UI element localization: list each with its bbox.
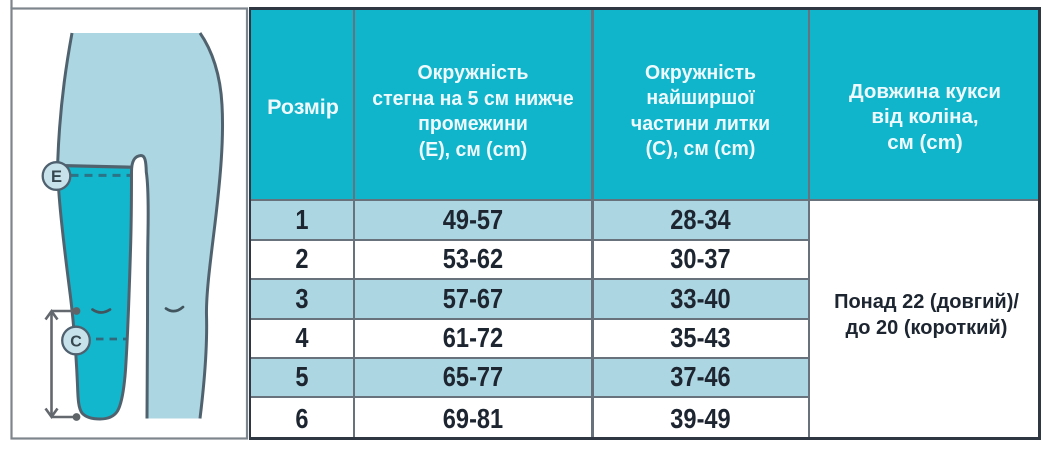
svg-text:C: C bbox=[70, 333, 82, 350]
svg-text:E: E bbox=[51, 168, 62, 186]
